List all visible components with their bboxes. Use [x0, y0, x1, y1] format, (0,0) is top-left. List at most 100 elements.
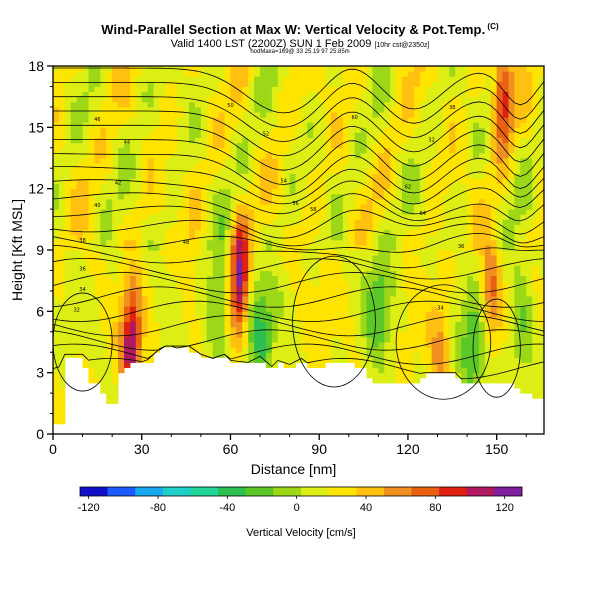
- velocity-cell: [183, 158, 190, 164]
- velocity-cell: [532, 142, 539, 149]
- velocity-cell: [224, 76, 231, 82]
- velocity-cell: [372, 367, 379, 374]
- velocity-cell: [538, 132, 544, 139]
- velocity-cell: [189, 66, 196, 72]
- velocity-cell: [135, 260, 143, 266]
- velocity-cell: [177, 265, 184, 271]
- velocity-cell: [313, 66, 320, 72]
- velocity-cell: [212, 127, 220, 133]
- velocity-cell: [484, 285, 492, 292]
- velocity-cell: [384, 66, 391, 72]
- velocity-cell: [478, 357, 486, 363]
- velocity-cell: [301, 142, 308, 149]
- velocity-cell: [212, 158, 220, 164]
- isentrope-line: [53, 345, 544, 380]
- velocity-cell: [526, 219, 533, 225]
- velocity-cell: [177, 255, 184, 261]
- velocity-cell: [502, 316, 510, 323]
- velocity-cell: [360, 275, 368, 282]
- velocity-cell: [265, 229, 273, 236]
- velocity-cell: [171, 250, 178, 256]
- velocity-cell: [248, 86, 255, 93]
- velocity-cell: [236, 71, 243, 77]
- velocity-cell: [224, 229, 231, 236]
- velocity-cell: [307, 204, 314, 210]
- velocity-cell: [372, 229, 379, 236]
- velocity-cell: [431, 204, 439, 210]
- velocity-cell: [112, 326, 119, 333]
- velocity-cell: [396, 275, 403, 282]
- velocity-cell: [520, 122, 527, 128]
- velocity-cell: [53, 270, 60, 277]
- velocity-cell: [165, 244, 172, 251]
- velocity-cell: [230, 163, 237, 169]
- velocity-cell: [526, 290, 533, 297]
- velocity-cell: [514, 255, 521, 261]
- velocity-cell: [490, 336, 498, 343]
- velocity-cell: [224, 285, 231, 292]
- velocity-cell: [360, 321, 368, 328]
- velocity-cell: [254, 275, 261, 282]
- velocity-cell: [484, 127, 492, 133]
- velocity-cell: [135, 316, 143, 323]
- velocity-cell: [360, 326, 368, 333]
- velocity-cell: [277, 219, 285, 225]
- velocity-cell: [478, 86, 486, 93]
- velocity-cell: [295, 158, 302, 164]
- velocity-cell: [461, 357, 468, 363]
- velocity-cell: [159, 112, 166, 118]
- velocity-cell: [129, 250, 137, 256]
- velocity-cell: [58, 382, 66, 389]
- velocity-cell: [100, 214, 107, 220]
- velocity-cell: [455, 188, 462, 195]
- velocity-cell: [129, 147, 137, 154]
- velocity-cell: [384, 260, 391, 266]
- velocity-cell: [58, 413, 66, 420]
- velocity-cell: [319, 127, 326, 133]
- velocity-cell: [76, 81, 84, 87]
- velocity-cell: [360, 316, 368, 323]
- velocity-cell: [123, 214, 131, 220]
- velocity-cell: [331, 112, 338, 118]
- velocity-cell: [502, 342, 510, 348]
- velocity-cell: [224, 265, 231, 271]
- velocity-cell: [106, 209, 113, 215]
- velocity-cell: [218, 178, 226, 185]
- velocity-cell: [58, 234, 66, 241]
- velocity-cell: [242, 147, 249, 154]
- velocity-cell: [58, 86, 66, 93]
- velocity-cell: [378, 86, 385, 93]
- velocity-cell: [526, 250, 533, 256]
- velocity-cell: [218, 260, 226, 266]
- velocity-cell: [425, 209, 433, 215]
- velocity-cell: [123, 173, 131, 179]
- velocity-cell: [260, 296, 267, 302]
- velocity-cell: [313, 301, 320, 307]
- velocity-cell: [396, 112, 403, 118]
- velocity-cell: [425, 214, 433, 220]
- velocity-cell: [384, 244, 391, 251]
- velocity-cell: [106, 398, 113, 404]
- velocity-cell: [307, 101, 314, 108]
- velocity-cell: [390, 137, 397, 144]
- velocity-cell: [325, 326, 332, 333]
- velocity-cell: [425, 255, 433, 261]
- velocity-cell: [200, 336, 208, 343]
- velocity-cell: [88, 265, 95, 271]
- velocity-cell: [336, 66, 344, 72]
- velocity-cell: [147, 275, 155, 282]
- velocity-cell: [496, 224, 504, 231]
- velocity-cell: [265, 66, 273, 72]
- velocity-cell: [484, 311, 492, 317]
- velocity-cell: [313, 112, 320, 118]
- velocity-cell: [490, 321, 498, 328]
- velocity-cell: [135, 152, 143, 159]
- velocity-cell: [413, 306, 421, 312]
- velocity-cell: [407, 142, 415, 149]
- velocity-cell: [538, 280, 544, 287]
- velocity-cell: [413, 71, 421, 77]
- velocity-cell: [265, 260, 273, 266]
- velocity-cell: [254, 209, 261, 215]
- velocity-cell: [283, 229, 291, 236]
- velocity-cell: [177, 316, 184, 323]
